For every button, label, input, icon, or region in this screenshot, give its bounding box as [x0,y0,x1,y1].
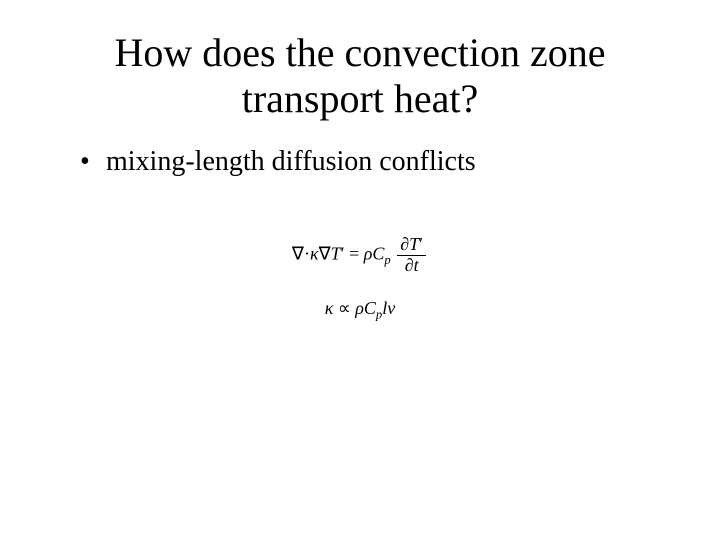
bullet-list: mixing-length diffusion conflicts [80,144,660,180]
rho-symbol: ρ [355,298,364,318]
nabla-symbol: ∇ [319,244,331,264]
kappa-symbol: κ [310,244,319,264]
c-variable: C [364,298,376,318]
t-variable: T [409,234,419,254]
partial-symbol: ∂ [405,255,414,275]
equation-1: ∇·κ∇T′ = ρCp ∂T′ ∂t [60,235,660,276]
nabla-symbol: ∇ [292,244,304,264]
partial-symbol: ∂ [400,234,409,254]
proportional-symbol: ∝ [333,298,355,318]
bullet-item: mixing-length diffusion conflicts [80,144,660,180]
equals-symbol: = [345,244,364,264]
v-variable: v [387,298,395,318]
slide: How does the convection zone transport h… [0,0,720,540]
p-subscript: p [384,253,390,267]
fraction-numerator: ∂T′ [397,235,426,256]
prime-symbol: ′ [419,234,423,254]
fraction-denominator: ∂t [397,256,426,276]
t-variable: T [331,244,341,264]
equation-2: κ ∝ ρCplv [60,298,660,323]
t-variable: t [414,255,419,275]
fraction: ∂T′ ∂t [397,235,426,276]
slide-title: How does the convection zone transport h… [60,30,660,122]
c-variable: C [372,244,384,264]
equation-block: ∇·κ∇T′ = ρCp ∂T′ ∂t κ ∝ ρCplv [60,235,660,322]
